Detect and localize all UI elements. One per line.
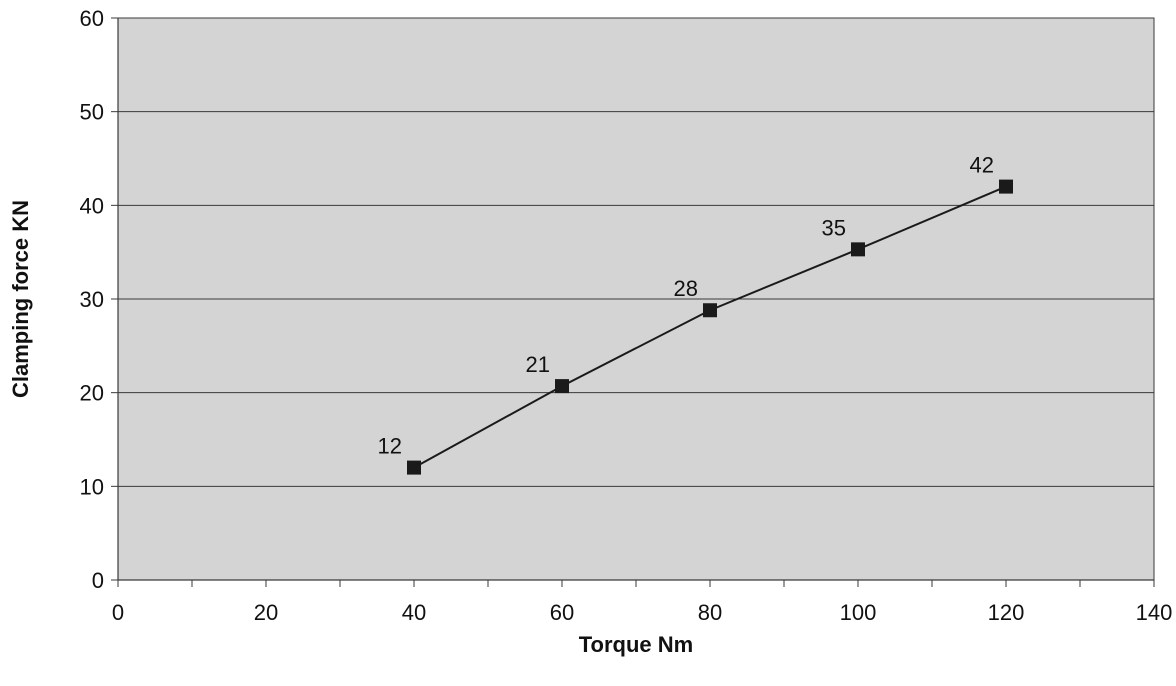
x-tick-label-6: 120 — [988, 600, 1025, 625]
x-tick-label-4: 80 — [698, 600, 722, 625]
y-tick-label-4: 40 — [80, 193, 104, 218]
series-group: 12 21 28 35 42 — [378, 153, 1013, 475]
data-point-0 — [407, 460, 421, 475]
data-label-2: 28 — [674, 276, 698, 301]
data-label-0: 12 — [378, 434, 402, 459]
x-tick-label-7: 140 — [1136, 600, 1173, 625]
x-tick-label-2: 40 — [402, 600, 426, 625]
y-tick-label-0: 0 — [92, 568, 104, 593]
data-point-3 — [851, 242, 865, 257]
data-label-1: 21 — [526, 352, 550, 377]
y-axis-title: Clamping force KN — [8, 200, 33, 398]
x-axis-title: Torque Nm — [579, 632, 693, 657]
gridlines — [118, 17, 1154, 487]
x-tick-label-1: 20 — [254, 600, 278, 625]
data-label-3: 35 — [822, 215, 846, 240]
data-point-4 — [999, 179, 1013, 194]
x-axis-ticks: 0 20 40 60 80 100 120 140 — [112, 580, 1172, 625]
x-tick-label-0: 0 — [112, 600, 124, 625]
data-label-4: 42 — [970, 153, 994, 178]
data-point-1 — [555, 379, 569, 394]
y-tick-label-3: 30 — [80, 287, 104, 312]
y-tick-label-1: 10 — [80, 474, 104, 499]
y-axis-ticks: 0 10 20 30 40 50 60 — [80, 6, 118, 593]
y-tick-label-6: 60 — [80, 6, 104, 31]
data-point-2 — [703, 303, 717, 318]
y-tick-label-5: 50 — [80, 100, 104, 125]
y-tick-label-2: 20 — [80, 381, 104, 406]
x-tick-label-5: 100 — [840, 600, 877, 625]
x-tick-label-3: 60 — [550, 600, 574, 625]
